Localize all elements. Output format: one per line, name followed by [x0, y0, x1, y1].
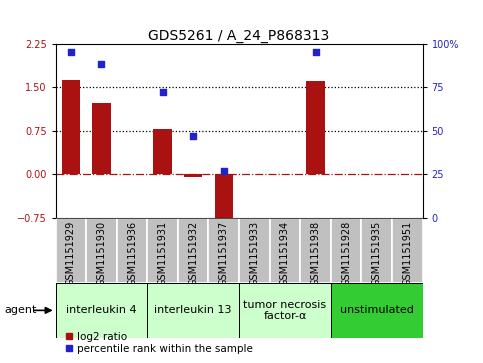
Point: [98, 62, 105, 68]
Bar: [184, 174, 202, 176]
Point: [159, 89, 167, 95]
Text: GSM1151928: GSM1151928: [341, 221, 351, 286]
Text: GSM1151937: GSM1151937: [219, 221, 229, 286]
Text: GSM1151938: GSM1151938: [311, 221, 321, 286]
Text: GSM1151936: GSM1151936: [127, 221, 137, 286]
Bar: [239, 283, 331, 338]
Point: [220, 168, 227, 174]
Text: agent: agent: [5, 305, 37, 315]
Text: interleukin 13: interleukin 13: [155, 305, 232, 315]
Point: [312, 49, 319, 55]
Bar: [331, 218, 361, 283]
Bar: [306, 81, 325, 174]
Text: GSM1151931: GSM1151931: [157, 221, 168, 286]
Text: GSM1151951: GSM1151951: [402, 221, 412, 286]
Bar: [270, 218, 300, 283]
Bar: [239, 218, 270, 283]
Point: [67, 49, 75, 55]
Bar: [147, 283, 239, 338]
Bar: [62, 80, 80, 174]
Bar: [147, 218, 178, 283]
Bar: [154, 129, 172, 174]
Bar: [209, 218, 239, 283]
Bar: [214, 174, 233, 228]
Text: GSM1151929: GSM1151929: [66, 221, 76, 286]
Text: tumor necrosis
factor-α: tumor necrosis factor-α: [243, 299, 327, 321]
Bar: [117, 218, 147, 283]
Bar: [178, 218, 209, 283]
Title: GDS5261 / A_24_P868313: GDS5261 / A_24_P868313: [148, 29, 330, 42]
Bar: [86, 218, 117, 283]
Bar: [392, 218, 423, 283]
Legend: log2 ratio, percentile rank within the sample: log2 ratio, percentile rank within the s…: [61, 327, 257, 358]
Bar: [300, 218, 331, 283]
Text: GSM1151933: GSM1151933: [249, 221, 259, 286]
Text: unstimulated: unstimulated: [340, 305, 413, 315]
Text: interleukin 4: interleukin 4: [66, 305, 137, 315]
Text: GSM1151934: GSM1151934: [280, 221, 290, 286]
Text: GSM1151930: GSM1151930: [97, 221, 106, 286]
Bar: [331, 283, 423, 338]
Bar: [92, 103, 111, 174]
Bar: [361, 218, 392, 283]
Text: GSM1151932: GSM1151932: [188, 221, 198, 286]
Point: [189, 133, 197, 139]
Text: GSM1151935: GSM1151935: [372, 221, 382, 286]
Bar: [56, 283, 147, 338]
Bar: [56, 218, 86, 283]
